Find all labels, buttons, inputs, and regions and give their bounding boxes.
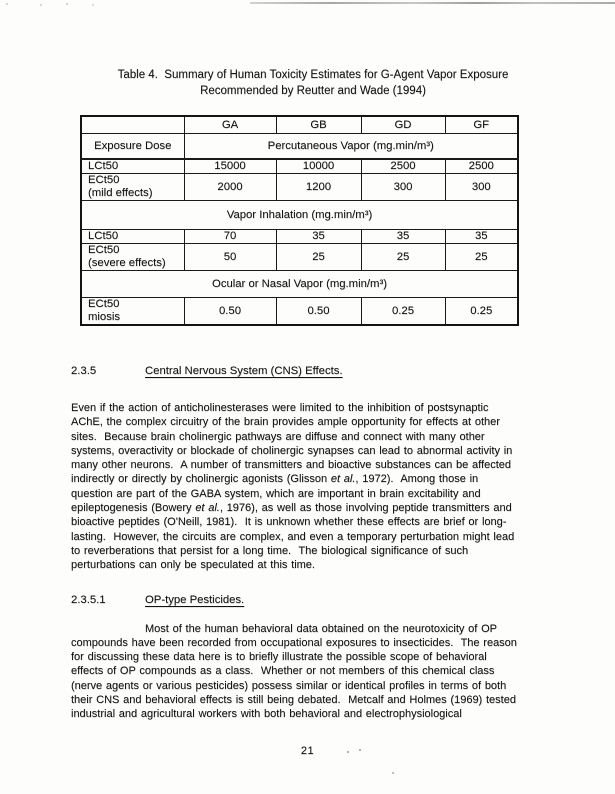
row-label-cell: LCt50 [80,158,185,174]
value-cell: 0.25 [360,296,446,326]
value-cell: 0.50 [183,296,277,326]
value-cell: 15000 [183,158,277,174]
row-label-cell: ECt50 (severe effects) [80,242,185,271]
scan-artifact-line [250,2,615,4]
agent-column-header: GA [183,115,277,134]
toxicity-table-container: GA GB GD GF Exposure Dose Percutaneous V… [80,115,555,326]
section-span-row: Ocular or Nasal Vapor (mg.min/m³) [80,269,519,298]
body-paragraph: Most of the human behavioral data obtain… [71,622,517,721]
table-row: LCt50 70 35 35 35 [80,228,519,244]
row-label-cell: ECt50 miosis [80,296,185,326]
body-paragraph: Even if the action of anticholinesterase… [71,402,515,572]
table-row: LCt50 15000 10000 2500 2500 [80,158,519,174]
table-caption-line-2: Recommended by Reutter and Wade (1994) [200,85,426,97]
value-cell: 25 [444,242,519,271]
section-number: 2.3.5 [71,365,97,377]
scan-speck [347,751,349,753]
value-cell: 1200 [275,172,362,201]
value-cell: 300 [444,172,519,201]
value-cell: 2000 [183,172,277,201]
page-content: Table 4. Summary of Human Toxicity Estim… [71,67,555,721]
section-heading-op-type-pesticides: 2.3.5.1 OP-type Pesticides. [71,593,555,607]
value-cell: 70 [183,228,277,244]
row-label-cell: LCt50 [80,228,185,244]
scan-speck [6,3,8,5]
corner-cell [80,115,185,134]
row-header-cell: Exposure Dose [80,132,185,160]
scan-speck [359,749,361,751]
table-row: ECt50 (mild effects) 2000 1200 300 300 [80,172,519,201]
scan-speck [392,772,394,774]
agent-column-header: GF [444,115,519,134]
row-label-cell: ECt50 (mild effects) [80,172,185,201]
value-cell: 50 [183,242,277,271]
toxicity-table: GA GB GD GF Exposure Dose Percutaneous V… [80,115,519,326]
value-cell: 35 [275,228,362,244]
section-title: OP-type Pesticides. [145,593,245,606]
value-cell: 25 [275,242,362,271]
span-header-cell-ocular-nasal: Ocular or Nasal Vapor (mg.min/m³) [80,269,519,298]
table-row: ECt50 miosis 0.50 0.50 0.25 0.25 [80,296,519,326]
span-header-cell-inhalation: Vapor Inhalation (mg.min/m³) [80,199,519,230]
agent-column-header: GB [275,115,362,134]
value-cell: 35 [360,228,446,244]
agent-column-header: GD [360,115,446,134]
table-caption-line-1: Table 4. Summary of Human Toxicity Estim… [117,69,509,81]
span-header-cell-percutaneous: Percutaneous Vapor (mg.min/m³) [183,132,519,160]
scan-speck [40,4,42,6]
page-number: 21 [300,745,315,757]
value-cell: 300 [360,172,446,201]
value-cell: 2500 [444,158,519,174]
section-number: 2.3.5.1 [71,593,106,606]
value-cell: 10000 [275,158,362,174]
section-heading-cns-effects: 2.3.5 Central Nervous System (CNS) Effec… [71,364,555,378]
table-row: ECt50 (severe effects) 50 25 25 25 [80,242,519,271]
value-cell: 35 [444,228,519,244]
section-title: Central Nervous System (CNS) Effects. [145,365,343,377]
value-cell: 25 [360,242,446,271]
value-cell: 0.50 [275,296,362,326]
exposure-dose-row: Exposure Dose Percutaneous Vapor (mg.min… [80,132,519,160]
agent-header-row: GA GB GD GF [80,115,519,134]
value-cell: 2500 [360,158,446,174]
value-cell: 0.25 [444,296,519,326]
scan-speck [66,3,68,5]
table-caption: Table 4. Summary of Human Toxicity Estim… [71,67,555,99]
section-span-row: Vapor Inhalation (mg.min/m³) [80,199,519,230]
scan-speck [92,4,94,6]
